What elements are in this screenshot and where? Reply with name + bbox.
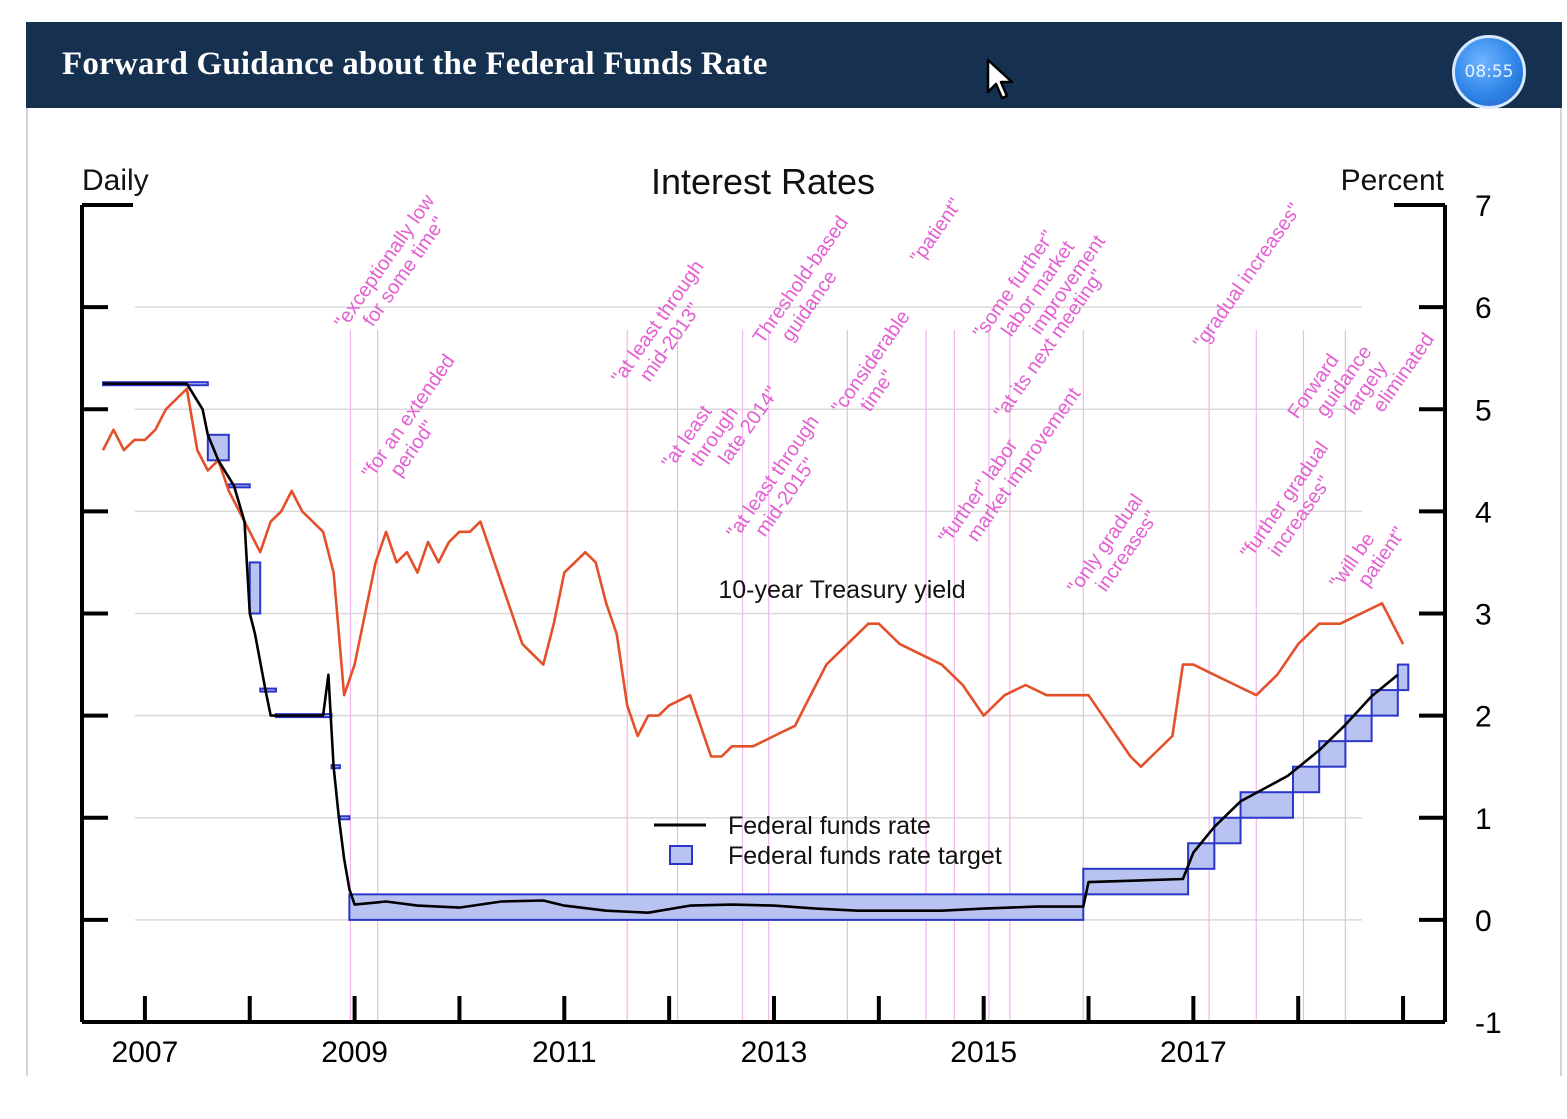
chart-title: Interest Rates — [651, 161, 875, 202]
x-tick-label: 2009 — [321, 1036, 388, 1069]
guidance-annotation-line: "gradual increases" — [1189, 199, 1306, 353]
fed-funds-rate-line — [103, 382, 1399, 915]
legend-box-swatch — [669, 845, 693, 865]
guidance-annotation: "considerabletime" — [827, 307, 932, 431]
target-range-band — [1370, 689, 1399, 717]
guidance-annotation-line: market improvement — [963, 383, 1086, 545]
x-tick-label: 2017 — [1160, 1036, 1227, 1069]
target-range-band — [259, 687, 277, 693]
guidance-annotation: "exceptionally lowfor some time" — [330, 190, 457, 345]
y-tick-label: 7 — [1475, 190, 1492, 223]
y-tick-label: 1 — [1475, 803, 1492, 836]
guidance-annotation-line: "patient" — [906, 194, 967, 267]
legend-label-fed-funds: Federal funds rate — [728, 812, 931, 840]
target-range-band — [338, 815, 351, 821]
x-tick-label: 2007 — [112, 1036, 179, 1069]
guidance-annotation: "will bepatient" — [1325, 510, 1410, 605]
target-range-band — [330, 764, 341, 770]
guidance-annotation: Forwardguidancelargelyeliminated — [1284, 291, 1439, 460]
guidance-annotation: "for an extendedperiod" — [358, 351, 478, 496]
right-axis-label: Percent — [1341, 164, 1445, 197]
y-tick-label: 3 — [1475, 599, 1492, 632]
x-tick-label: 2011 — [532, 1036, 597, 1069]
guidance-annotation: "only gradualincreases" — [1063, 490, 1166, 610]
guidance-annotation: "further gradualincreases" — [1236, 438, 1351, 576]
chart-frame — [26, 108, 1562, 1076]
guidance-annotation: "gradual increases" — [1189, 199, 1306, 353]
guidance-annotation: Threshold-basedguidance — [749, 212, 871, 360]
legend-label-target: Federal funds rate target — [728, 842, 1002, 870]
target-range-band — [1396, 663, 1410, 692]
y-tick-label: 0 — [1475, 905, 1492, 938]
target-range-band — [1291, 765, 1321, 794]
y-tick-label: 4 — [1475, 496, 1492, 529]
target-range-band — [227, 483, 251, 489]
timer-badge[interactable]: 08:55 — [1452, 35, 1526, 109]
left-axis-label: Daily — [82, 164, 149, 197]
slide-title: Forward Guidance about the Federal Funds… — [62, 46, 768, 82]
slide-header: Forward Guidance about the Federal Funds… — [26, 22, 1562, 109]
treasury-yield-line — [101, 387, 1405, 769]
guidance-annotation: "patient" — [906, 194, 967, 267]
y-tick-label: 6 — [1475, 292, 1492, 325]
mouse-cursor-icon — [986, 58, 1014, 100]
target-range-band — [206, 433, 230, 462]
x-tick-label: 2013 — [741, 1036, 808, 1069]
y-tick-label: -1 — [1475, 1007, 1502, 1040]
target-range-band — [1318, 740, 1347, 768]
guidance-annotation: "at least throughmid-2013" — [607, 256, 726, 400]
treasury-series-label: 10-year Treasury yield — [718, 576, 965, 604]
y-tick-label: 2 — [1475, 701, 1492, 734]
target-range-band — [248, 561, 262, 615]
y-tick-label: 5 — [1475, 394, 1492, 427]
x-tick-label: 2015 — [950, 1036, 1017, 1069]
